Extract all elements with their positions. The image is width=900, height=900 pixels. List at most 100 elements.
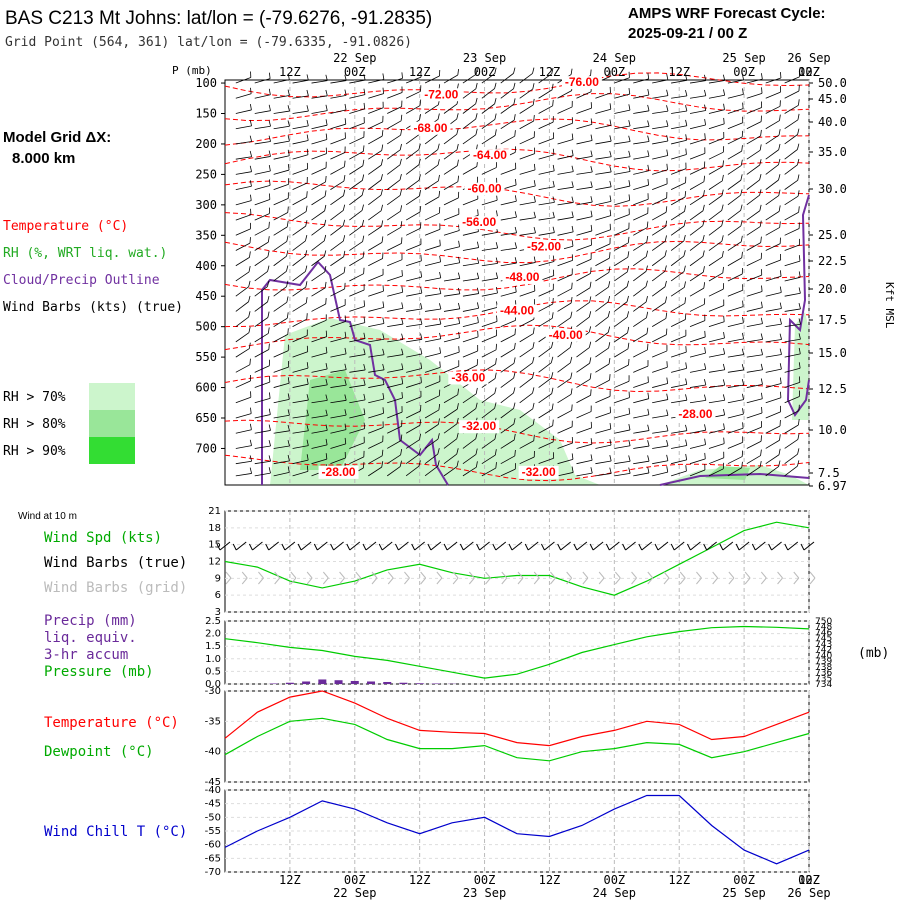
wind-barb-flag	[703, 190, 705, 197]
wind-barb-staff	[784, 323, 801, 328]
wind-barb-staff	[462, 438, 476, 449]
grid-wind-barb	[452, 571, 459, 579]
wind-barb-staff	[727, 273, 743, 282]
pressure-tick-label: 300	[195, 198, 217, 212]
wind-barb-flag	[798, 362, 801, 369]
wind-barb-staff	[500, 73, 514, 84]
wind-barb-staff	[765, 339, 782, 343]
wind-barb-staff	[595, 301, 609, 312]
temperature-contour	[224, 324, 810, 351]
wind-barb-staff	[538, 232, 555, 236]
wind-barb-flag	[778, 460, 781, 467]
wind-barb-staff	[368, 398, 384, 404]
wind-barb-flag	[268, 179, 271, 186]
wind-barb-flag	[514, 226, 517, 233]
wind-barb-staff	[595, 186, 612, 191]
wind-barb-staff	[595, 92, 611, 99]
wind-barb-staff	[519, 290, 535, 297]
wind-barb-staff	[481, 378, 496, 388]
wind-barb-flag	[325, 346, 328, 353]
wind-barb-flag	[551, 312, 554, 319]
wind-barb-flag	[475, 402, 478, 409]
wind-barb-staff	[614, 214, 630, 221]
wind-barb-flag	[647, 455, 650, 462]
wind-barb-flag	[778, 129, 781, 136]
wind-barb-flag	[666, 440, 669, 447]
wind-barb-staff	[595, 444, 612, 449]
wind-barb-flag	[588, 326, 592, 333]
wind-barb-flag	[248, 280, 251, 287]
wind-barb-staff	[462, 88, 477, 99]
wind-barb-staff	[576, 347, 590, 358]
wind-barb-staff	[273, 140, 290, 145]
wind-barb-staff	[708, 137, 724, 145]
cross-section-panel: -76.00-72.00-68.00-64.00-60.00-56.00-52.…	[195, 51, 847, 493]
wind-barb-flag	[324, 204, 327, 211]
wind-barb-staff	[633, 78, 649, 84]
wind-barb-staff	[481, 321, 498, 328]
wind-barb-flag	[248, 342, 251, 349]
wind-barb-staff	[652, 110, 669, 114]
wind-barb-flag	[439, 361, 441, 368]
wind-barb-staff	[519, 120, 534, 130]
wind-barb-staff	[235, 242, 251, 251]
wind-barb-flag	[647, 466, 650, 474]
wind-barb-flag	[759, 204, 762, 211]
wind-barb-flag	[438, 418, 440, 425]
wind-barb-flag	[703, 282, 706, 289]
wind-barb-staff	[557, 274, 573, 282]
wind-barb-staff	[727, 467, 742, 477]
pressure-tick-label: 100	[195, 76, 217, 90]
wind-barb-flag	[400, 129, 403, 136]
grid-wind-barb-flag	[696, 577, 702, 585]
wind-barb-flag	[760, 236, 762, 243]
wind-barb-flag	[458, 224, 460, 231]
wind-barb-staff	[784, 382, 800, 388]
wind-barb-flag	[419, 206, 422, 213]
wind-barb-flag	[380, 159, 384, 166]
wind-barb-staff	[576, 201, 593, 206]
wind-barb-staff	[538, 154, 555, 160]
wind-barb-staff	[273, 382, 290, 388]
wind-barb-staff	[235, 185, 252, 191]
legend-cloud: Cloud/Precip Outline	[3, 273, 160, 288]
wind-barb-flag	[798, 318, 801, 325]
wind-barb-staff	[576, 171, 593, 175]
wind-barb-flag	[740, 174, 743, 181]
wind-barb-staff	[784, 90, 800, 99]
wind-barb-staff	[538, 170, 555, 175]
wind-barb-staff	[595, 140, 612, 145]
wind-barb-flag	[305, 297, 308, 304]
wind-barb-staff	[481, 247, 498, 251]
wind-barb-staff	[273, 301, 288, 312]
wind-barb-flag	[420, 271, 423, 278]
wind-barb-staff	[652, 140, 668, 145]
wind-barb-staff	[670, 168, 687, 175]
surface-wind-barb-flag	[281, 543, 286, 551]
wind-barb-staff	[670, 182, 686, 190]
wind-barb-flag	[381, 236, 384, 243]
wind-barb-staff	[405, 465, 420, 477]
wind-barb-flag	[590, 210, 593, 217]
wind-barb-staff	[481, 292, 498, 297]
dewpoint-line	[224, 717, 810, 762]
wind-barb-staff	[633, 212, 648, 221]
wind-barb-staff	[424, 261, 441, 267]
wind-barb-staff	[462, 454, 477, 465]
wind-barb-flag	[704, 379, 707, 386]
surface-wind-barb-flag	[265, 543, 270, 551]
grid-wind-barb	[679, 571, 686, 579]
wind-barb-staff	[651, 270, 666, 282]
wind-barb-staff	[614, 125, 631, 130]
wind-barb-staff	[368, 369, 385, 373]
wind-barb-flag	[723, 332, 725, 339]
wind-barb-staff	[443, 466, 458, 477]
wind-barb-staff	[519, 318, 535, 328]
wind-barb-staff	[368, 210, 382, 221]
wind-barb-staff	[784, 119, 799, 130]
wind-barb-flag	[702, 219, 705, 226]
wind-barb-flag	[740, 235, 743, 242]
wind-barb-flag	[685, 105, 688, 112]
wind-barb-flag	[779, 363, 782, 370]
wind-barb-flag	[286, 235, 289, 242]
